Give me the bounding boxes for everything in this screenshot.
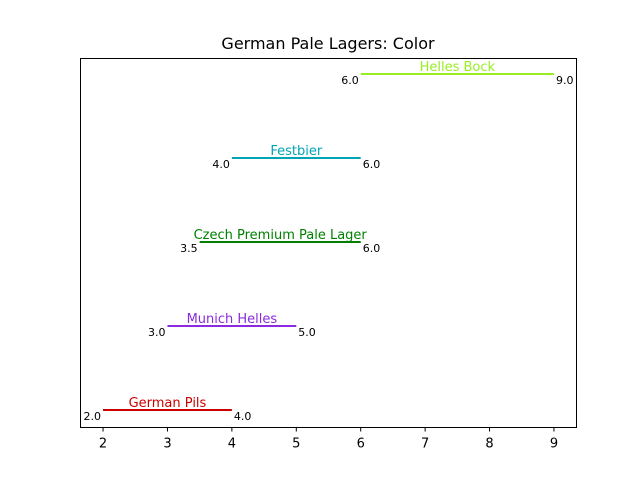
x-tick-label: 4	[228, 437, 236, 452]
plot-frame	[80, 58, 577, 428]
x-tick-label: 7	[421, 437, 429, 452]
range-max-label: 6.0	[363, 242, 381, 255]
range-min-label: 3.5	[180, 242, 198, 255]
range-max-label: 9.0	[556, 74, 574, 87]
x-tick-label: 6	[357, 437, 365, 452]
range-min-label: 3.0	[148, 326, 166, 339]
range-name-label: Helles Bock	[420, 60, 496, 75]
x-tick-label: 2	[99, 437, 107, 452]
chart-title: German Pale Lagers: Color	[221, 34, 435, 53]
range-max-label: 6.0	[363, 158, 381, 171]
x-tick-label: 8	[485, 437, 493, 452]
x-tick-label: 9	[550, 437, 558, 452]
range-name-label: German Pils	[129, 396, 207, 411]
range-max-label: 4.0	[234, 410, 252, 423]
x-axis: 2 3 4 5 6 7 8 9	[99, 427, 558, 452]
range-min-label: 4.0	[212, 158, 230, 171]
range-max-label: 5.0	[298, 326, 316, 339]
range-name-label: Festbier	[270, 144, 322, 159]
x-tick-label: 5	[292, 437, 300, 452]
range-min-label: 6.0	[341, 74, 359, 87]
x-tick-label: 3	[163, 437, 171, 452]
range-marks: German Pils 2.0 4.0 Munich Helles 3.0 5.0 Czec…	[84, 60, 574, 423]
range-name-label: Czech Premium Pale Lager	[194, 228, 368, 243]
range-min-label: 2.0	[84, 410, 102, 423]
range-name-label: Munich Helles	[187, 312, 278, 327]
